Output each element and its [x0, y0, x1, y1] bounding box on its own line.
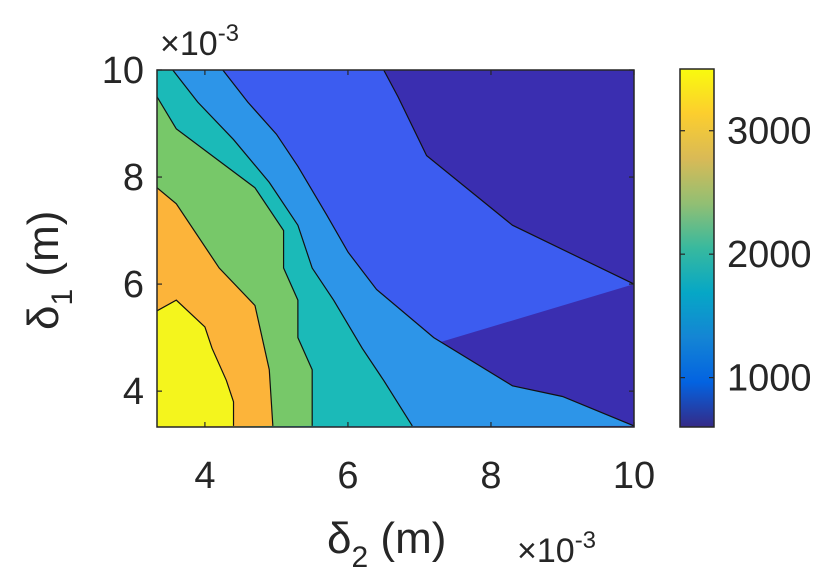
y-tick-label: 6 — [123, 264, 144, 306]
colorbar-ticks: 1000 2000 3000 — [680, 111, 812, 400]
contour-lines — [157, 70, 634, 427]
contour-line — [157, 299, 235, 426]
plot-frame — [156, 69, 635, 428]
contour-line — [222, 70, 634, 427]
y-exponent-label: ×10-3 — [160, 20, 239, 63]
colorbar-tick-label: 2000 — [727, 234, 812, 276]
x-tick-label: 4 — [194, 455, 215, 497]
contour-line — [172, 70, 413, 427]
x-tick-label: 8 — [480, 455, 501, 497]
x-tick-label: 10 — [613, 455, 655, 497]
y-tick-label: 8 — [123, 157, 144, 199]
colorbar-tick-label: 3000 — [727, 111, 812, 153]
y-axis-ticks: 4 6 8 10 — [102, 50, 634, 413]
y-tick-label: 10 — [102, 50, 144, 92]
colorbar-tick-label: 1000 — [727, 358, 812, 400]
y-axis-label: δ1 (m) — [19, 211, 79, 330]
y-tick-label: 4 — [123, 371, 144, 413]
colorbar — [679, 68, 715, 428]
contour-bands — [157, 70, 634, 427]
contour-line — [157, 96, 313, 426]
x-tick-label: 6 — [337, 455, 358, 497]
x-exponent-label: ×10-3 — [517, 527, 596, 570]
x-axis-label: δ2 (m) — [327, 514, 446, 574]
contour-band — [157, 300, 234, 427]
contour-line — [157, 187, 274, 426]
x-axis-ticks: 4 6 8 10 — [194, 70, 655, 497]
contour-line — [383, 70, 634, 285]
